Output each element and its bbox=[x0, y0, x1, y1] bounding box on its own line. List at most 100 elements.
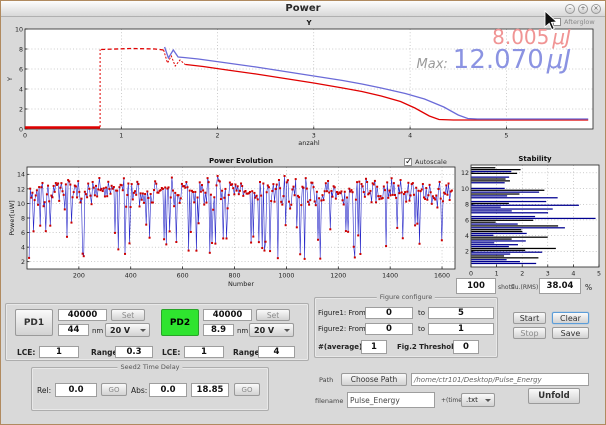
svg-text:8: 8 bbox=[19, 46, 23, 53]
threshold-label: Fig.2 Threshold: bbox=[397, 343, 461, 351]
svg-text:200: 200 bbox=[73, 272, 85, 279]
checkbox-box-icon bbox=[404, 158, 412, 166]
abs-label: Abs: bbox=[131, 386, 147, 395]
rms-value-field[interactable]: 38.04 bbox=[539, 278, 581, 294]
pd2-nm-label: nm bbox=[237, 327, 248, 335]
choose-path-button[interactable]: Choose Path bbox=[341, 373, 407, 386]
svg-text:0: 0 bbox=[23, 132, 27, 139]
svg-text:Y: Y bbox=[305, 19, 312, 27]
rel-delay-field[interactable]: 0.0 bbox=[55, 383, 97, 397]
unfold-button[interactable]: Unfold bbox=[528, 388, 580, 404]
pd1-set-button[interactable]: Set bbox=[111, 309, 145, 321]
figure1-to-field[interactable]: 5 bbox=[428, 307, 494, 319]
svg-text:4: 4 bbox=[465, 233, 469, 240]
figure2-to-field[interactable]: 1 bbox=[428, 323, 494, 335]
power-window: Power – + × 0123450246810YanzahlY 8.005μ… bbox=[0, 0, 606, 425]
svg-text:Stability: Stability bbox=[518, 155, 552, 163]
seed2-panel-title: Seed2 Time Delay bbox=[117, 363, 182, 371]
svg-text:12: 12 bbox=[17, 186, 25, 193]
pd1-button[interactable]: PD1 bbox=[15, 309, 53, 336]
pd2-voltage-value: 20 V bbox=[254, 326, 274, 335]
abs-position-field[interactable]: 18.85 bbox=[191, 383, 229, 397]
pd2-range-field[interactable]: 4 bbox=[258, 346, 295, 358]
pd1-voltage-value: 20 V bbox=[110, 326, 130, 335]
pd2-voltage-dropdown[interactable]: 20 V bbox=[249, 323, 294, 337]
svg-text:4: 4 bbox=[408, 132, 412, 139]
filename-field[interactable]: Pulse_Energy bbox=[347, 392, 435, 408]
max-energy-line: Max: 12.070μJ bbox=[331, 47, 571, 74]
svg-text:6: 6 bbox=[21, 230, 25, 237]
svg-text:1: 1 bbox=[495, 270, 499, 277]
svg-text:4: 4 bbox=[571, 270, 575, 277]
svg-text:1200: 1200 bbox=[330, 272, 346, 279]
max-label: Max: bbox=[417, 57, 448, 72]
figure2-to-label: to bbox=[418, 325, 425, 333]
pd1-voltage-dropdown[interactable]: 20 V bbox=[105, 323, 150, 337]
figure1-from-field[interactable]: 0 bbox=[365, 307, 413, 319]
path-field[interactable]: /home/ctr101/Desktop/Pulse_Energy bbox=[411, 373, 589, 386]
svg-text:6: 6 bbox=[19, 66, 23, 73]
svg-text:1600: 1600 bbox=[434, 272, 450, 279]
stop-button[interactable]: Stop bbox=[513, 327, 546, 339]
abs-delay-field[interactable]: 0.0 bbox=[149, 383, 187, 397]
pd2-lce-field[interactable]: 1 bbox=[184, 346, 224, 358]
titlebar[interactable]: Power – + × bbox=[1, 1, 605, 17]
current-energy-line: 8.005μJ bbox=[331, 27, 571, 47]
shots-count-field[interactable]: 100 bbox=[456, 278, 496, 294]
extension-dropdown[interactable]: .txt bbox=[461, 393, 495, 407]
filename-label: filename bbox=[315, 397, 343, 405]
pd2-set-button[interactable]: Set bbox=[256, 309, 290, 321]
afterglow-checkbox[interactable]: Afterglow bbox=[553, 18, 595, 26]
minimize-icon[interactable]: – bbox=[565, 4, 575, 14]
svg-text:5: 5 bbox=[504, 132, 508, 139]
chevron-down-icon bbox=[284, 329, 290, 335]
pd1-wavelength-field[interactable]: 44 bbox=[58, 324, 89, 336]
svg-text:3: 3 bbox=[546, 270, 550, 277]
max-energy-value: 12.070 bbox=[453, 45, 544, 75]
chevron-down-icon bbox=[485, 399, 491, 405]
rel-go-button[interactable]: GO bbox=[101, 383, 127, 396]
svg-text:2: 2 bbox=[520, 270, 524, 277]
checkbox-box-icon bbox=[553, 18, 561, 26]
rel-label: Rel: bbox=[37, 386, 51, 395]
start-button[interactable]: Start bbox=[513, 312, 546, 324]
extension-value: .txt bbox=[466, 396, 478, 404]
pd2-lce-label: LCE: bbox=[162, 348, 180, 357]
threshold-field[interactable]: 0 bbox=[453, 340, 479, 354]
window-title: Power bbox=[285, 3, 320, 14]
svg-text:Y: Y bbox=[7, 77, 14, 82]
svg-text:Power Evolution: Power Evolution bbox=[209, 157, 273, 165]
power-evolution-chart: 20040060080010001200140016002468101214Po… bbox=[7, 153, 461, 294]
svg-text:12: 12 bbox=[461, 170, 469, 177]
svg-text:0: 0 bbox=[19, 126, 23, 133]
max-energy-unit: μJ bbox=[547, 45, 571, 75]
average-field[interactable]: 1 bbox=[361, 340, 387, 354]
pd2-wavelength-field[interactable]: 8.9 bbox=[203, 324, 234, 336]
close-icon[interactable]: × bbox=[591, 4, 601, 14]
figure2-from-field[interactable]: 0 bbox=[365, 323, 413, 335]
pd1-gain-field[interactable]: 40000 bbox=[58, 309, 107, 321]
save-button[interactable]: Save bbox=[552, 327, 589, 339]
svg-text:Power[uW]: Power[uW] bbox=[8, 200, 16, 235]
autoscale-checkbox[interactable]: Autoscale bbox=[404, 158, 447, 166]
percent-label: % bbox=[585, 283, 592, 292]
svg-text:10: 10 bbox=[17, 201, 25, 208]
clear-button[interactable]: Clear bbox=[552, 312, 589, 324]
svg-text:2: 2 bbox=[21, 259, 25, 266]
pd1-lce-field[interactable]: 1 bbox=[39, 346, 79, 358]
abs-go-button[interactable]: GO bbox=[234, 383, 260, 396]
pd2-gain-field[interactable]: 40000 bbox=[203, 309, 252, 321]
svg-text:6: 6 bbox=[465, 217, 469, 224]
pd1-lce-label: LCE: bbox=[17, 348, 35, 357]
rms-label: flu.(RMS): bbox=[511, 284, 540, 291]
figure-panel-title: Figure configure bbox=[377, 293, 435, 301]
pd2-button[interactable]: PD2 bbox=[161, 309, 199, 336]
svg-text:2: 2 bbox=[465, 249, 469, 256]
pd1-range-field[interactable]: 0.3 bbox=[115, 346, 153, 358]
svg-text:1: 1 bbox=[119, 132, 123, 139]
svg-text:4: 4 bbox=[19, 86, 23, 93]
maximize-icon[interactable]: + bbox=[578, 4, 588, 14]
svg-text:5: 5 bbox=[597, 270, 601, 277]
svg-text:1000: 1000 bbox=[278, 272, 294, 279]
energy-readout: 8.005μJ Max: 12.070μJ bbox=[331, 27, 571, 74]
